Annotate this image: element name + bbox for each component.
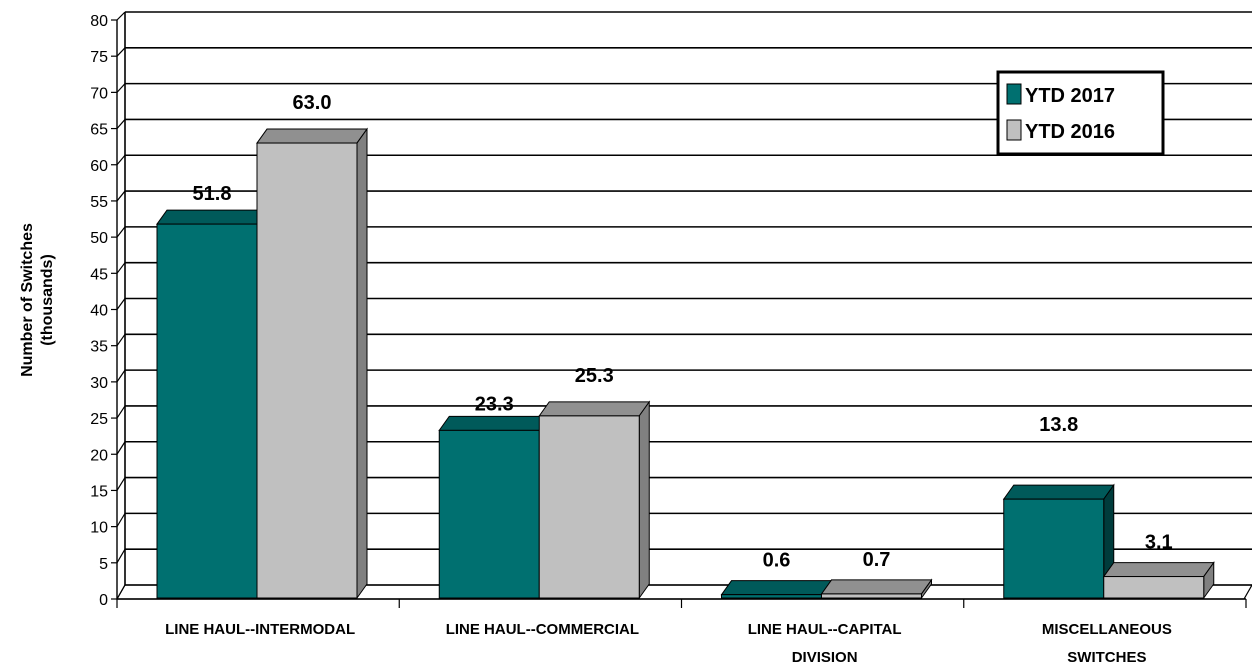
y-tick-label: 75	[90, 49, 108, 66]
category-labels: LINE HAUL--INTERMODAL LINE HAUL--COMMERCI…	[165, 621, 1172, 666]
gridline-side	[116, 298, 126, 310]
y-tick-label: 55	[90, 194, 108, 211]
bar-side	[356, 127, 368, 600]
y-tick-label: 65	[90, 122, 108, 139]
y-tick-label: 5	[99, 556, 108, 573]
bar	[256, 127, 368, 600]
category-label: MISCELLANEOUS	[1042, 621, 1172, 638]
y-tick-label: 50	[90, 230, 108, 247]
bar-top	[256, 128, 368, 144]
bar-front	[438, 429, 540, 599]
data-label: 51.8	[193, 183, 232, 205]
gridline-side	[116, 47, 126, 57]
bar-top	[538, 401, 651, 417]
y-axis-label-line: Number of Switches	[19, 223, 36, 377]
bar	[1102, 561, 1215, 600]
bar-front	[156, 223, 258, 599]
gridline-side	[116, 548, 126, 564]
y-tick-label: 20	[90, 447, 108, 464]
y-tick-label: 25	[90, 411, 108, 428]
legend-swatch	[1006, 83, 1022, 105]
y-axis-label: Number of Switches (thousands)	[19, 223, 56, 377]
legend-label: YTD 2016	[1025, 121, 1115, 143]
bar-side	[638, 400, 650, 600]
bar-front	[821, 593, 922, 599]
y-tick-label: 10	[90, 520, 108, 537]
y-tick-label: 35	[90, 339, 108, 356]
bar	[156, 208, 268, 600]
gridline-side	[116, 83, 126, 93]
axes: 0 5 10 15 20 25 30 35 40 45 50 55 60 65 70 75 80	[90, 12, 1252, 609]
bar	[720, 579, 833, 600]
legend: YTD 2017 YTD 2016	[996, 70, 1165, 156]
bar-front	[721, 594, 822, 599]
gridline-side	[116, 226, 126, 238]
y-tick-label: 30	[90, 375, 108, 392]
bar-top	[820, 579, 933, 595]
category-label: LINE HAUL--COMMERCIAL	[446, 621, 639, 638]
bar	[1002, 483, 1115, 600]
bar-top	[1102, 562, 1215, 578]
y-tick-label: 70	[90, 85, 108, 102]
bar	[820, 578, 933, 600]
gridline-side	[116, 333, 126, 347]
gridline-side	[116, 405, 126, 419]
bar	[538, 400, 651, 600]
y-tick-label: 15	[90, 483, 108, 500]
y-tick-label: 45	[90, 266, 108, 283]
data-label: 0.7	[863, 549, 891, 571]
category-label: LINE HAUL--CAPITAL	[748, 621, 902, 638]
bar-front	[1103, 576, 1205, 599]
category-label: LINE HAUL--INTERMODAL	[165, 621, 355, 638]
gridline-side	[116, 262, 126, 274]
bar-top	[1002, 484, 1115, 500]
legend-label: YTD 2017	[1025, 85, 1115, 107]
bar-front	[256, 142, 358, 599]
data-labels: 51.8 63.0 23.3 25.3 0.6 0.7 13.8 3.1	[193, 92, 1173, 572]
data-label: 0.6	[763, 550, 791, 572]
bar-front	[538, 415, 640, 599]
data-label: 63.0	[293, 92, 332, 114]
data-label: 25.3	[575, 365, 614, 387]
y-tick-label: 0	[99, 592, 108, 609]
gridline-side	[116, 11, 126, 21]
gridline-side	[116, 190, 126, 202]
category-label: DIVISION	[792, 649, 858, 666]
data-label: 3.1	[1145, 532, 1173, 554]
y-axis-label-line: (thousands)	[39, 254, 56, 346]
category-label: SWITCHES	[1067, 649, 1146, 666]
y-tick-label: 80	[90, 13, 108, 30]
legend-box	[996, 70, 1165, 156]
bar-front	[1003, 498, 1105, 599]
gridline-side	[116, 154, 126, 166]
gridline-side	[116, 369, 126, 383]
gridline-side	[116, 477, 126, 491]
bars	[156, 127, 1215, 600]
bar-top	[720, 580, 833, 596]
legend-swatch	[1006, 119, 1022, 141]
data-label: 23.3	[475, 393, 514, 415]
gridline-side	[116, 119, 126, 129]
bar	[438, 414, 551, 600]
gridline-side	[116, 513, 126, 527]
bar-top	[156, 209, 268, 225]
y-tick-label: 40	[90, 303, 108, 320]
y-tick-label: 60	[90, 158, 108, 175]
bar-top	[438, 415, 551, 431]
data-label: 13.8	[1039, 414, 1078, 436]
gridline-side	[116, 441, 126, 455]
